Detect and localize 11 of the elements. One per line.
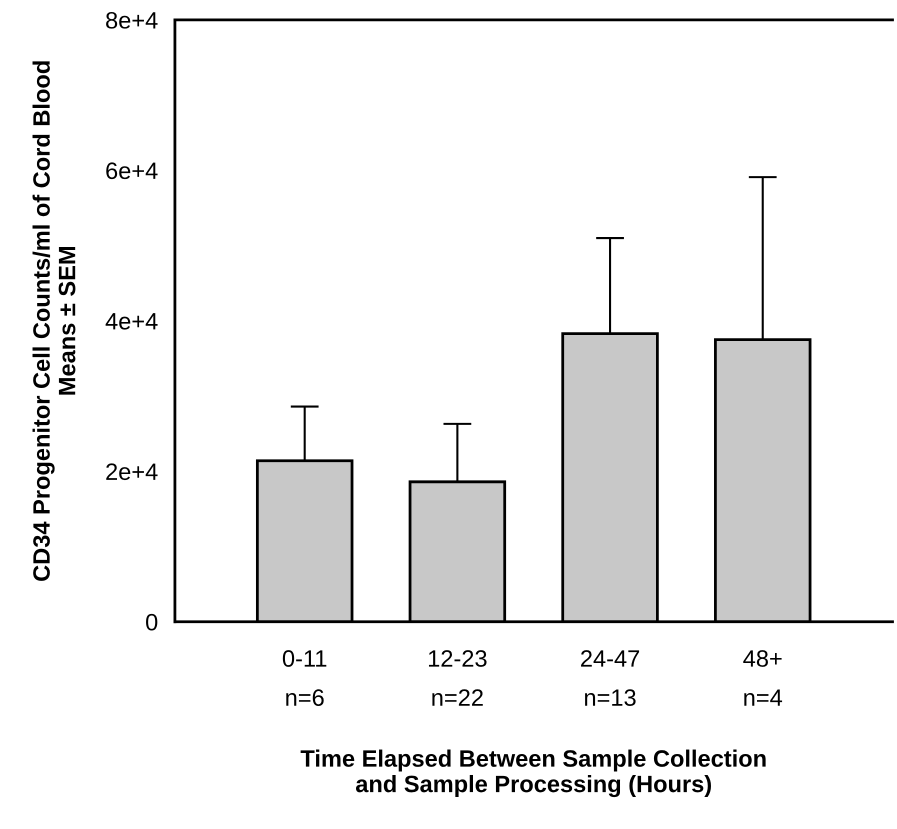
y-tick-label: 0	[146, 614, 158, 631]
x-tick-label: 24-47 n=13	[581, 650, 640, 706]
y-axis-title: CD34 Progenitor Cell Counts/ml of Cord Blood Means ± SEM	[32, 61, 76, 581]
y-tick-label: 6e+4	[106, 162, 158, 180]
y-tick-label: 8e+4	[106, 12, 158, 29]
x-tick-label: 0-11 n=6	[282, 650, 326, 706]
x-axis-title: Time Elapsed Between Sample Collection and Sample Processing (Hours)	[300, 750, 766, 798]
y-tick-label: 2e+4	[106, 463, 158, 480]
y-tick-label: 4e+4	[106, 313, 158, 330]
x-tick-label: 48+ n=4	[743, 650, 782, 706]
x-tick-label: 12-23 n=22	[428, 650, 487, 706]
